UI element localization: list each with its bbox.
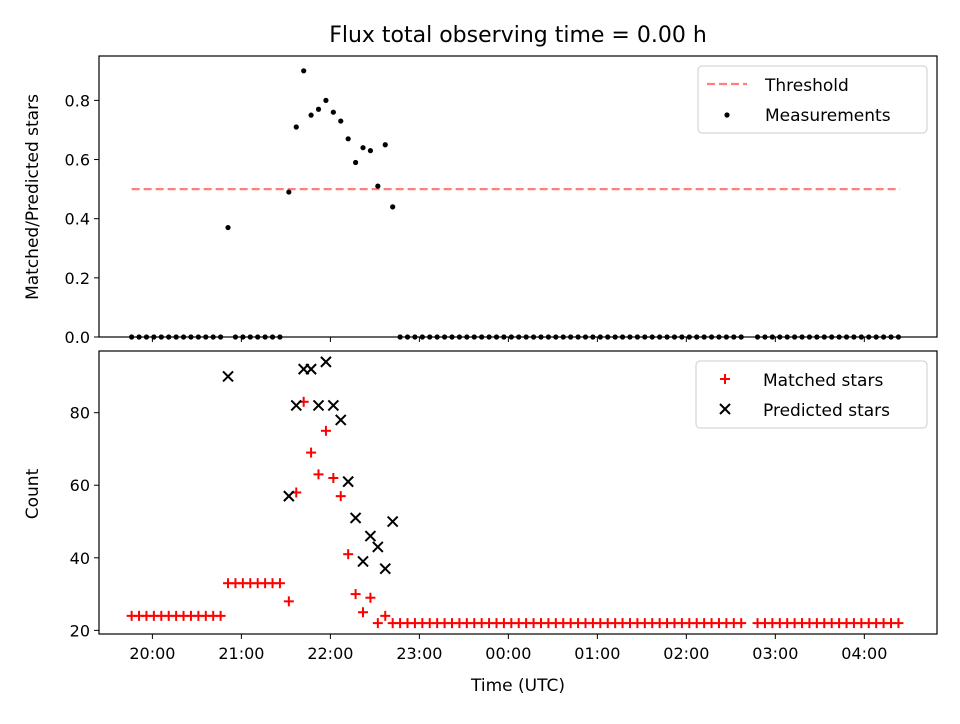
ratio-y-tick-label: 0.4 [65, 210, 90, 229]
legend-measurements-swatch [724, 112, 730, 118]
y-axis-label-count: Count [23, 468, 43, 519]
matched-star-point [372, 618, 383, 629]
predicted-star-point [290, 399, 302, 412]
predicted-star-point [312, 399, 325, 412]
measurement-point [330, 109, 336, 115]
predicted-star-point [372, 541, 384, 553]
predicted-star-point [379, 562, 391, 575]
legend-predicted-marker [719, 403, 731, 415]
predicted-star-point [357, 555, 369, 568]
x-tick-label: 22:00 [307, 644, 353, 663]
measurement-point [323, 97, 329, 103]
matched-star-point [365, 592, 376, 603]
legend-matched-marker [720, 374, 730, 384]
predicted-star-point [222, 370, 234, 383]
x-tick-label: 01:00 [574, 644, 620, 663]
ratio-y-tick-label: 0.0 [65, 328, 90, 347]
matched-star-point [358, 607, 369, 618]
ratio-y-tick-label: 0.8 [65, 91, 90, 110]
count-plot-frame [98, 350, 938, 635]
x-tick-label: 02:00 [663, 644, 709, 663]
x-tick-label: 23:00 [396, 644, 442, 663]
x-axis-label: Time (UTC) [470, 676, 565, 696]
matched-star-point [335, 491, 346, 502]
legend-predicted-swatch [719, 403, 731, 415]
measurement-point [293, 124, 299, 130]
predicted-star-point [283, 490, 295, 502]
measurement-point [345, 136, 351, 142]
matched-star-point [215, 610, 226, 621]
predicted-star-point [305, 363, 317, 375]
matched-star-point [350, 589, 361, 600]
matched-star-point [736, 618, 747, 629]
ratio-plot-frame [98, 55, 938, 338]
x-tick-label: 21:00 [218, 644, 264, 663]
y-axis-label-ratio: Matched/Predicted stars [23, 94, 43, 300]
predicted-star-point [349, 512, 362, 524]
predicted-star-point [335, 414, 347, 426]
count-y-tick-label: 80 [70, 404, 90, 423]
x-tick-label: 03:00 [752, 644, 798, 663]
matched-star-point [283, 596, 294, 607]
matched-star-point [313, 469, 324, 480]
matched-star-point [306, 447, 317, 458]
matched-star-point [380, 610, 391, 621]
measurement-point [382, 142, 388, 148]
count-legend: Matched stars Predicted stars [695, 360, 928, 429]
count-y-tick-label: 60 [70, 476, 90, 495]
matched-star-point [320, 425, 331, 436]
measurement-point [375, 183, 381, 189]
x-tick-label: 04:00 [841, 644, 887, 663]
measurement-point [315, 106, 322, 112]
measurement-point [367, 148, 374, 154]
x-tick-label: 00:00 [485, 644, 531, 663]
predicted-star-point [386, 515, 399, 528]
predicted-star-point [342, 475, 354, 488]
ratio-y-tick-label: 0.2 [65, 269, 90, 288]
measurement-point [286, 189, 292, 195]
matched-star-point [274, 578, 285, 589]
x-tick-label: 20:00 [129, 644, 175, 663]
measurement-point [338, 118, 344, 124]
legend-matched-swatch [720, 374, 730, 384]
measurement-point [225, 224, 231, 231]
ratio-legend-box [697, 65, 928, 134]
count-legend-box [695, 360, 928, 429]
legend-threshold-label: Threshold [764, 76, 849, 96]
chart-title: Flux total observing time = 0.00 h [329, 23, 707, 48]
measurement-point [360, 145, 366, 151]
legend-predicted-label: Predicted stars [763, 401, 890, 421]
predicted-star-point [320, 356, 332, 368]
legend-matched-label: Matched stars [763, 371, 883, 391]
ratio-y-tick-label: 0.6 [65, 151, 90, 170]
measurement-point [301, 68, 307, 74]
legend-measurements-label: Measurements [765, 106, 891, 126]
predicted-star-point [327, 399, 340, 412]
matched-star-point [893, 618, 904, 629]
count-y-tick-label: 40 [70, 549, 90, 568]
matched-star-point [328, 472, 339, 483]
measurement-point [390, 204, 396, 210]
matched-star-point [343, 549, 354, 560]
ratio-legend: Threshold Measurements [697, 65, 928, 134]
measurement-point [352, 159, 359, 166]
measurement-point [308, 112, 314, 118]
count-y-tick-label: 20 [70, 621, 90, 640]
count-plot-area [94, 356, 904, 639]
predicted-star-point [364, 530, 377, 542]
